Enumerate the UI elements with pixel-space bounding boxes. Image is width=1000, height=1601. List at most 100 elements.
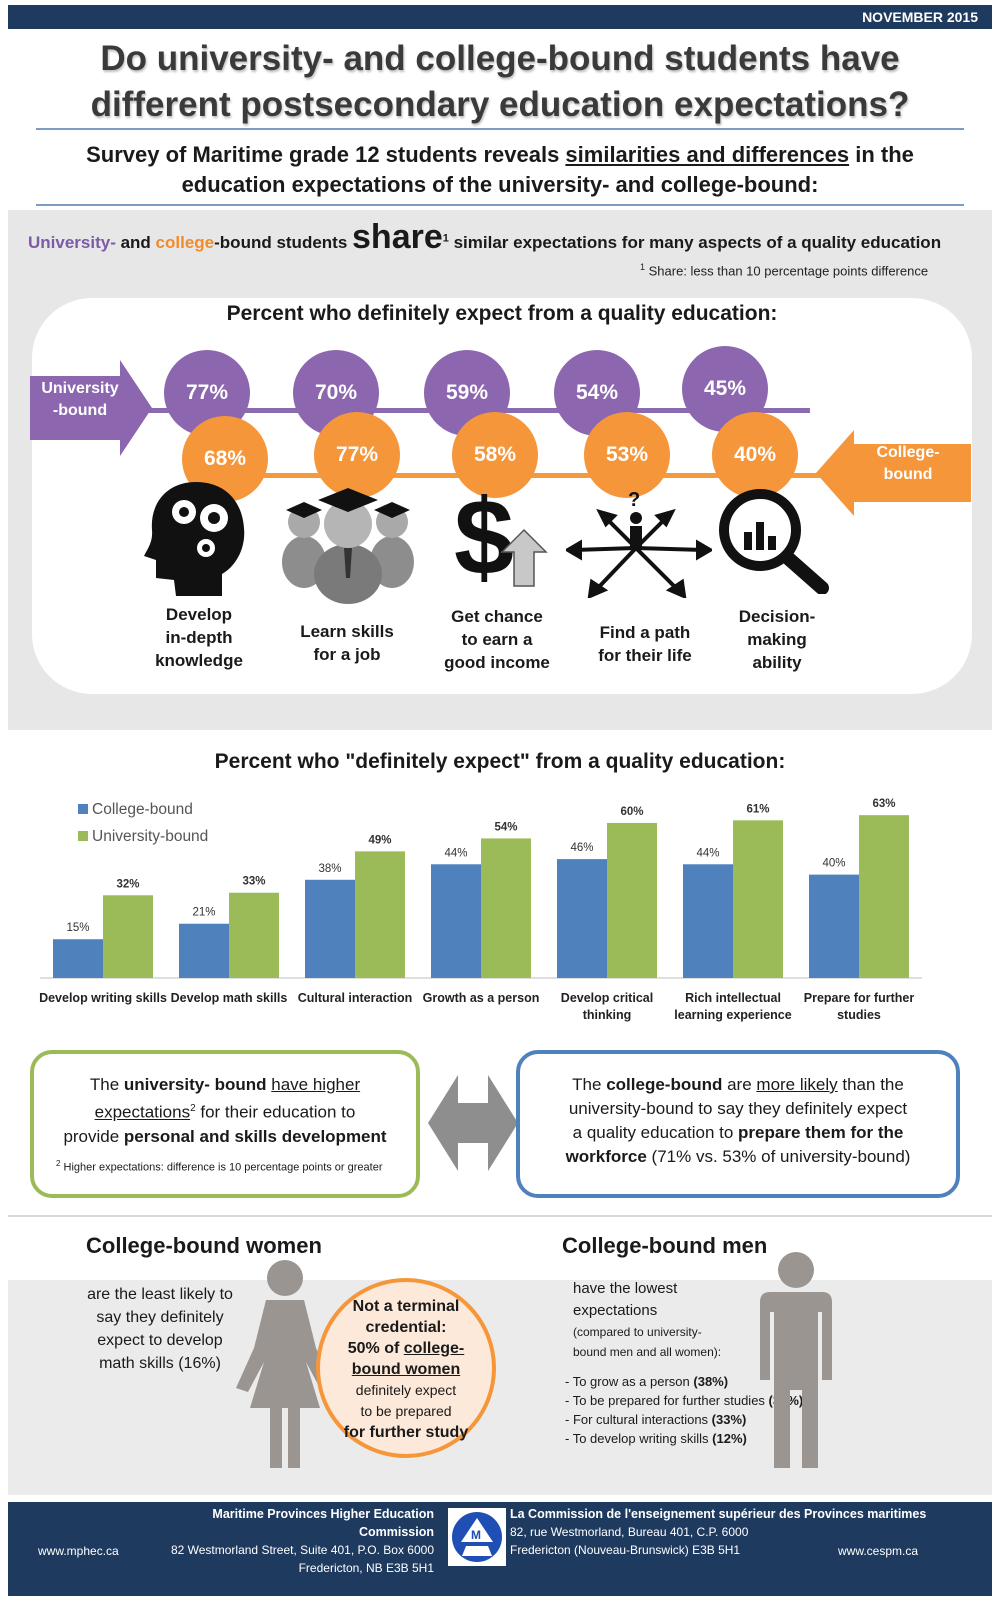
gb-underline: have higher (271, 1075, 361, 1094)
gb-underline-2: expectations (94, 1102, 191, 1122)
bar-college (431, 864, 481, 978)
label-line: good income (444, 653, 550, 672)
bound-students-word: -bound students (214, 233, 353, 252)
oc-fifty: 50% of (347, 1340, 404, 1357)
footer-en: Maritime Provinces Higher Education Comm… (144, 1505, 434, 1577)
gb-note: Higher expectations: difference is 10 pe… (60, 1161, 383, 1174)
title-line-1: Do university- and college-bound student… (100, 39, 900, 78)
university-label-line2: -bound (52, 402, 108, 419)
bar-university (859, 815, 909, 978)
svg-text:?: ? (628, 489, 640, 511)
label-line: Learn skills (300, 622, 394, 641)
men-list-item: - To develop writing skills (12%) (565, 1429, 855, 1448)
bb-text-3: than the (837, 1075, 904, 1094)
category-label: Rich intellectual (685, 991, 781, 1005)
university-bound-label: University -bound (34, 378, 126, 422)
data-label-college: 44% (696, 847, 719, 859)
man-figure-icon (760, 1252, 832, 1468)
men-list-item: - To grow as a person (38%) (565, 1372, 855, 1391)
women-line: say they definitely (96, 1309, 224, 1326)
svg-text:$: $ (454, 482, 514, 590)
label-line: Find a path (599, 623, 691, 642)
gb-text-3: provide (63, 1126, 124, 1146)
college-label-line1: College- (876, 444, 940, 461)
college-label-line2: bound (883, 466, 933, 483)
bar-university (481, 838, 531, 978)
university-label-line1: University (41, 380, 119, 397)
graduates-icon (282, 488, 414, 604)
further-study-text: Not a terminal credential: 50% of colleg… (330, 1296, 482, 1443)
data-label-university: 49% (368, 834, 391, 846)
legend-label: University-bound (92, 828, 208, 845)
women-line: expect to develop (97, 1332, 223, 1349)
url-fr[interactable]: www.cespm.ca (838, 1544, 919, 1558)
footnote-marker: 1 (640, 262, 646, 272)
oc-line: Not a terminal (352, 1298, 460, 1315)
men-item-value: (33%) (711, 1412, 747, 1427)
category-label: Growth as a person (423, 991, 540, 1005)
mphec-logo-icon: M (448, 1508, 506, 1566)
bb-text-4: a quality education to (572, 1123, 739, 1142)
data-label-university: 32% (116, 878, 139, 890)
category-label: Prepare for further (804, 991, 915, 1005)
label-line: making (747, 630, 807, 649)
oc-college: college- (403, 1340, 465, 1357)
data-label-university: 33% (242, 876, 265, 888)
bar-university (733, 820, 783, 978)
bar-university (355, 851, 405, 978)
magnifier-chart-icon (719, 489, 829, 594)
data-label-college: 21% (192, 907, 215, 919)
men-item-text: - To grow as a person (565, 1374, 694, 1389)
svg-text:M: M (471, 1528, 481, 1542)
label-line: ability (752, 653, 802, 672)
men-intro-line: bound men and all women): (573, 1345, 722, 1359)
label-income: Get chance to earn a good income (412, 605, 582, 674)
data-label-college: 46% (570, 842, 593, 854)
bar-college (809, 874, 859, 978)
share-footnote: 1 Share: less than 10 percentage points … (640, 262, 960, 278)
subtitle: Survey of Maritime grade 12 students rev… (50, 140, 950, 200)
bar-college (557, 859, 607, 978)
college-workforce-box (516, 1050, 960, 1198)
url-en[interactable]: www.mphec.ca (38, 1544, 119, 1558)
data-label-university: 63% (872, 798, 895, 810)
address-en-2: Fredericton, NB E3B 5H1 (298, 1561, 434, 1575)
card-title: Percent who definitely expect from a qua… (226, 302, 778, 325)
college-word: college (155, 233, 215, 252)
crossroads-person-icon: ? (566, 489, 712, 598)
subtitle-emphasis: similarities and differences (565, 142, 850, 167)
label-line: in-depth (165, 628, 233, 647)
double-arrow-icon (428, 1075, 518, 1171)
subtitle-divider (36, 204, 964, 206)
category-label: learning experience (674, 1008, 791, 1022)
section-divider (8, 1215, 992, 1217)
men-intro-line: have the lowest (573, 1280, 678, 1297)
data-label-college: 44% (444, 847, 467, 859)
page-title: Do university- and college-bound student… (40, 36, 960, 128)
bb-bold-3: workforce (565, 1147, 647, 1166)
share-headline: University- and college-bound students s… (28, 218, 968, 257)
bar-chart: 15% 32% Develop writing skills 21% 33% Develo… (39, 798, 922, 1022)
gb-footnote-marker: 2 (190, 1103, 196, 1114)
org-name-fr: La Commission de l'enseignement supérieu… (510, 1507, 927, 1521)
data-label-college: 38% (318, 863, 341, 875)
org-name-en: Maritime Provinces Higher Education Comm… (212, 1507, 434, 1539)
bb-text-2: are (722, 1075, 757, 1094)
label-path: Find a path for their life (560, 621, 730, 667)
label-line: Develop (165, 605, 233, 624)
label-line: for a job (313, 645, 381, 664)
label-line: Decision- (738, 607, 816, 626)
dollar-arrow-icon: $ (454, 482, 548, 590)
men-item-text: - To be prepared for further studies (565, 1393, 769, 1408)
col-circle-income: 58% (452, 412, 538, 498)
data-label-university: 61% (746, 803, 769, 815)
men-heading: College-bound men (562, 1233, 768, 1258)
label-line: knowledge (155, 651, 243, 670)
oc-line: for further study (343, 1424, 469, 1441)
oc-line: definitely expect (355, 1382, 457, 1398)
men-intro: have the lowest expectations (compared t… (573, 1278, 773, 1362)
legend-swatch (78, 804, 88, 814)
col-circle-decision: 40% (712, 412, 798, 498)
bar-college (179, 923, 229, 978)
gb-text-2: for their education to (195, 1102, 356, 1122)
